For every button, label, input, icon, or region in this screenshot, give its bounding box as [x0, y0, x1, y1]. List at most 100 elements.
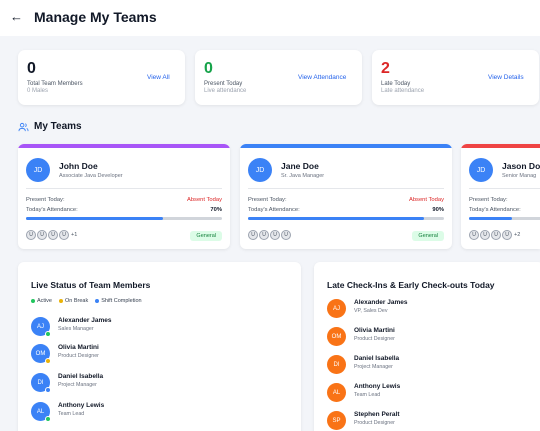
- team-lead-name: John Doe: [59, 161, 98, 171]
- member-role: Project Manager: [58, 382, 97, 388]
- member-avatar: U: [248, 230, 258, 240]
- avatar: AJ: [327, 299, 346, 318]
- member-name: Alexander James: [354, 299, 408, 306]
- present-today-label: Present Today:: [469, 197, 508, 203]
- member-name: Anthony Lewis: [354, 383, 401, 390]
- stat-value: 0: [27, 60, 36, 77]
- list-item[interactable]: DI Daniel Isabella Project Manager: [327, 355, 399, 374]
- member-name: Olivia Martini: [58, 344, 99, 351]
- late-checkins-title: Late Check-Ins & Early Check-outs Today: [327, 280, 495, 290]
- team-card-jane-doe[interactable]: JD Jane Doe Sr. Java Manager Present Tod…: [240, 144, 452, 249]
- page-title: Manage My Teams: [34, 9, 157, 25]
- list-item[interactable]: DI Daniel Isabella Project Manager: [31, 373, 103, 393]
- divider: [469, 188, 540, 189]
- member-avatars[interactable]: U U U U +2: [469, 230, 520, 240]
- live-status-title: Live Status of Team Members: [31, 280, 151, 290]
- stat-value: 2: [381, 60, 390, 77]
- member-role: VP, Sales Dev: [354, 308, 388, 314]
- status-legend: Active On Break Shift Completion: [31, 298, 142, 304]
- card-accent-strip: [461, 144, 540, 148]
- attendance-bar: [248, 217, 444, 220]
- list-item[interactable]: AJ Alexander James Sales Manager: [31, 317, 111, 337]
- divider: [26, 188, 222, 189]
- attendance-bar: [469, 217, 540, 220]
- member-avatar: U: [37, 230, 47, 240]
- list-item[interactable]: OM Olivia Martini Product Designer: [327, 327, 395, 346]
- member-name: Stephen Peralt: [354, 411, 400, 418]
- avatar: AJ: [31, 317, 51, 337]
- member-avatar: U: [281, 230, 291, 240]
- shift-badge: General: [190, 231, 222, 241]
- card-accent-strip: [240, 144, 452, 148]
- stat-label: Present Today: [204, 81, 243, 87]
- member-role: Sales Manager: [58, 326, 94, 332]
- avatar: AL: [327, 383, 346, 402]
- member-avatar: U: [26, 230, 36, 240]
- top-bar: ← Manage My Teams: [0, 0, 540, 36]
- more-members-count: +1: [71, 232, 78, 238]
- view-attendance-link[interactable]: View Attendance: [298, 74, 347, 81]
- list-item[interactable]: AL Anthony Lewis Team Lead: [327, 383, 400, 402]
- present-today-label: Present Today:: [248, 197, 287, 203]
- member-role: Product Designer: [354, 336, 395, 342]
- shift-badge: General: [412, 231, 444, 241]
- avatar: JD: [469, 158, 493, 182]
- member-avatar: U: [259, 230, 269, 240]
- present-today-value: Absent Today: [408, 197, 444, 203]
- attendance-bar-fill: [248, 217, 425, 220]
- attendance-label: Today's Attendance:: [26, 207, 78, 213]
- present-today-label: Present Today:: [26, 197, 65, 203]
- legend-shift-completion: Shift Completion: [95, 298, 142, 304]
- attendance-value: 70%: [210, 207, 222, 213]
- team-lead-role: Senior Manag: [502, 173, 537, 179]
- team-lead-name: Jason Doe: [502, 161, 540, 171]
- stat-sub: Late attendance: [381, 88, 425, 94]
- member-role: Project Manager: [354, 364, 393, 370]
- attendance-bar-fill: [469, 217, 512, 220]
- list-item[interactable]: OM Olivia Martini Product Designer: [31, 344, 99, 364]
- list-item[interactable]: AJ Alexander James VP, Sales Dev: [327, 299, 407, 318]
- avatar: DI: [327, 355, 346, 374]
- team-card-jason-doe[interactable]: JD Jason Doe Senior Manag Present Today:…: [461, 144, 540, 249]
- member-name: Olivia Martini: [354, 327, 395, 334]
- team-lead-role: Associate Java Developer: [59, 173, 123, 179]
- present-today-value: Absent Today: [186, 197, 222, 203]
- avatar: SP: [327, 411, 346, 430]
- avatar: JD: [248, 158, 272, 182]
- status-dot: [45, 358, 51, 364]
- stat-card-present-today: 0 Present Today Live attendance View Att…: [195, 50, 362, 105]
- divider: [248, 188, 444, 189]
- stat-label: Late Today: [381, 81, 411, 87]
- member-avatars[interactable]: U U U U: [248, 230, 292, 240]
- member-name: Daniel Isabella: [354, 355, 400, 362]
- member-avatar: U: [48, 230, 58, 240]
- member-avatars[interactable]: U U U U +1: [26, 230, 77, 240]
- team-card-john-doe[interactable]: JD John Doe Associate Java Developer Pre…: [18, 144, 230, 249]
- more-members-count: +2: [514, 232, 521, 238]
- member-role: Product Designer: [354, 420, 395, 426]
- avatar: JD: [26, 158, 50, 182]
- avatar: OM: [327, 327, 346, 346]
- member-avatar: U: [469, 230, 479, 240]
- late-checkins-panel: Late Check-Ins & Early Check-outs Today …: [314, 262, 540, 431]
- users-icon: [18, 122, 29, 131]
- list-item[interactable]: AL Anthony Lewis Team Lead: [31, 402, 104, 422]
- legend-active: Active: [31, 298, 52, 304]
- stat-value: 0: [204, 60, 213, 77]
- view-details-link[interactable]: View Details: [488, 74, 524, 81]
- member-avatar: U: [480, 230, 490, 240]
- stat-card-total-members: 0 Total Team Members 0 Males View All: [18, 50, 185, 105]
- stat-sub: 0 Males: [27, 88, 49, 94]
- view-all-link[interactable]: View All: [147, 74, 170, 81]
- list-item[interactable]: SP Stephen Peralt Product Designer: [327, 411, 400, 430]
- member-role: Team Lead: [58, 411, 85, 417]
- member-avatar: U: [270, 230, 280, 240]
- attendance-label: Today's Attendance:: [469, 207, 521, 213]
- member-avatar: U: [491, 230, 501, 240]
- status-dot: [45, 387, 51, 393]
- team-lead-name: Jane Doe: [281, 161, 319, 171]
- stat-label: Total Team Members: [27, 81, 83, 87]
- section-title: My Teams: [34, 121, 82, 132]
- arrow-left-icon[interactable]: ←: [10, 9, 23, 24]
- card-accent-strip: [18, 144, 230, 148]
